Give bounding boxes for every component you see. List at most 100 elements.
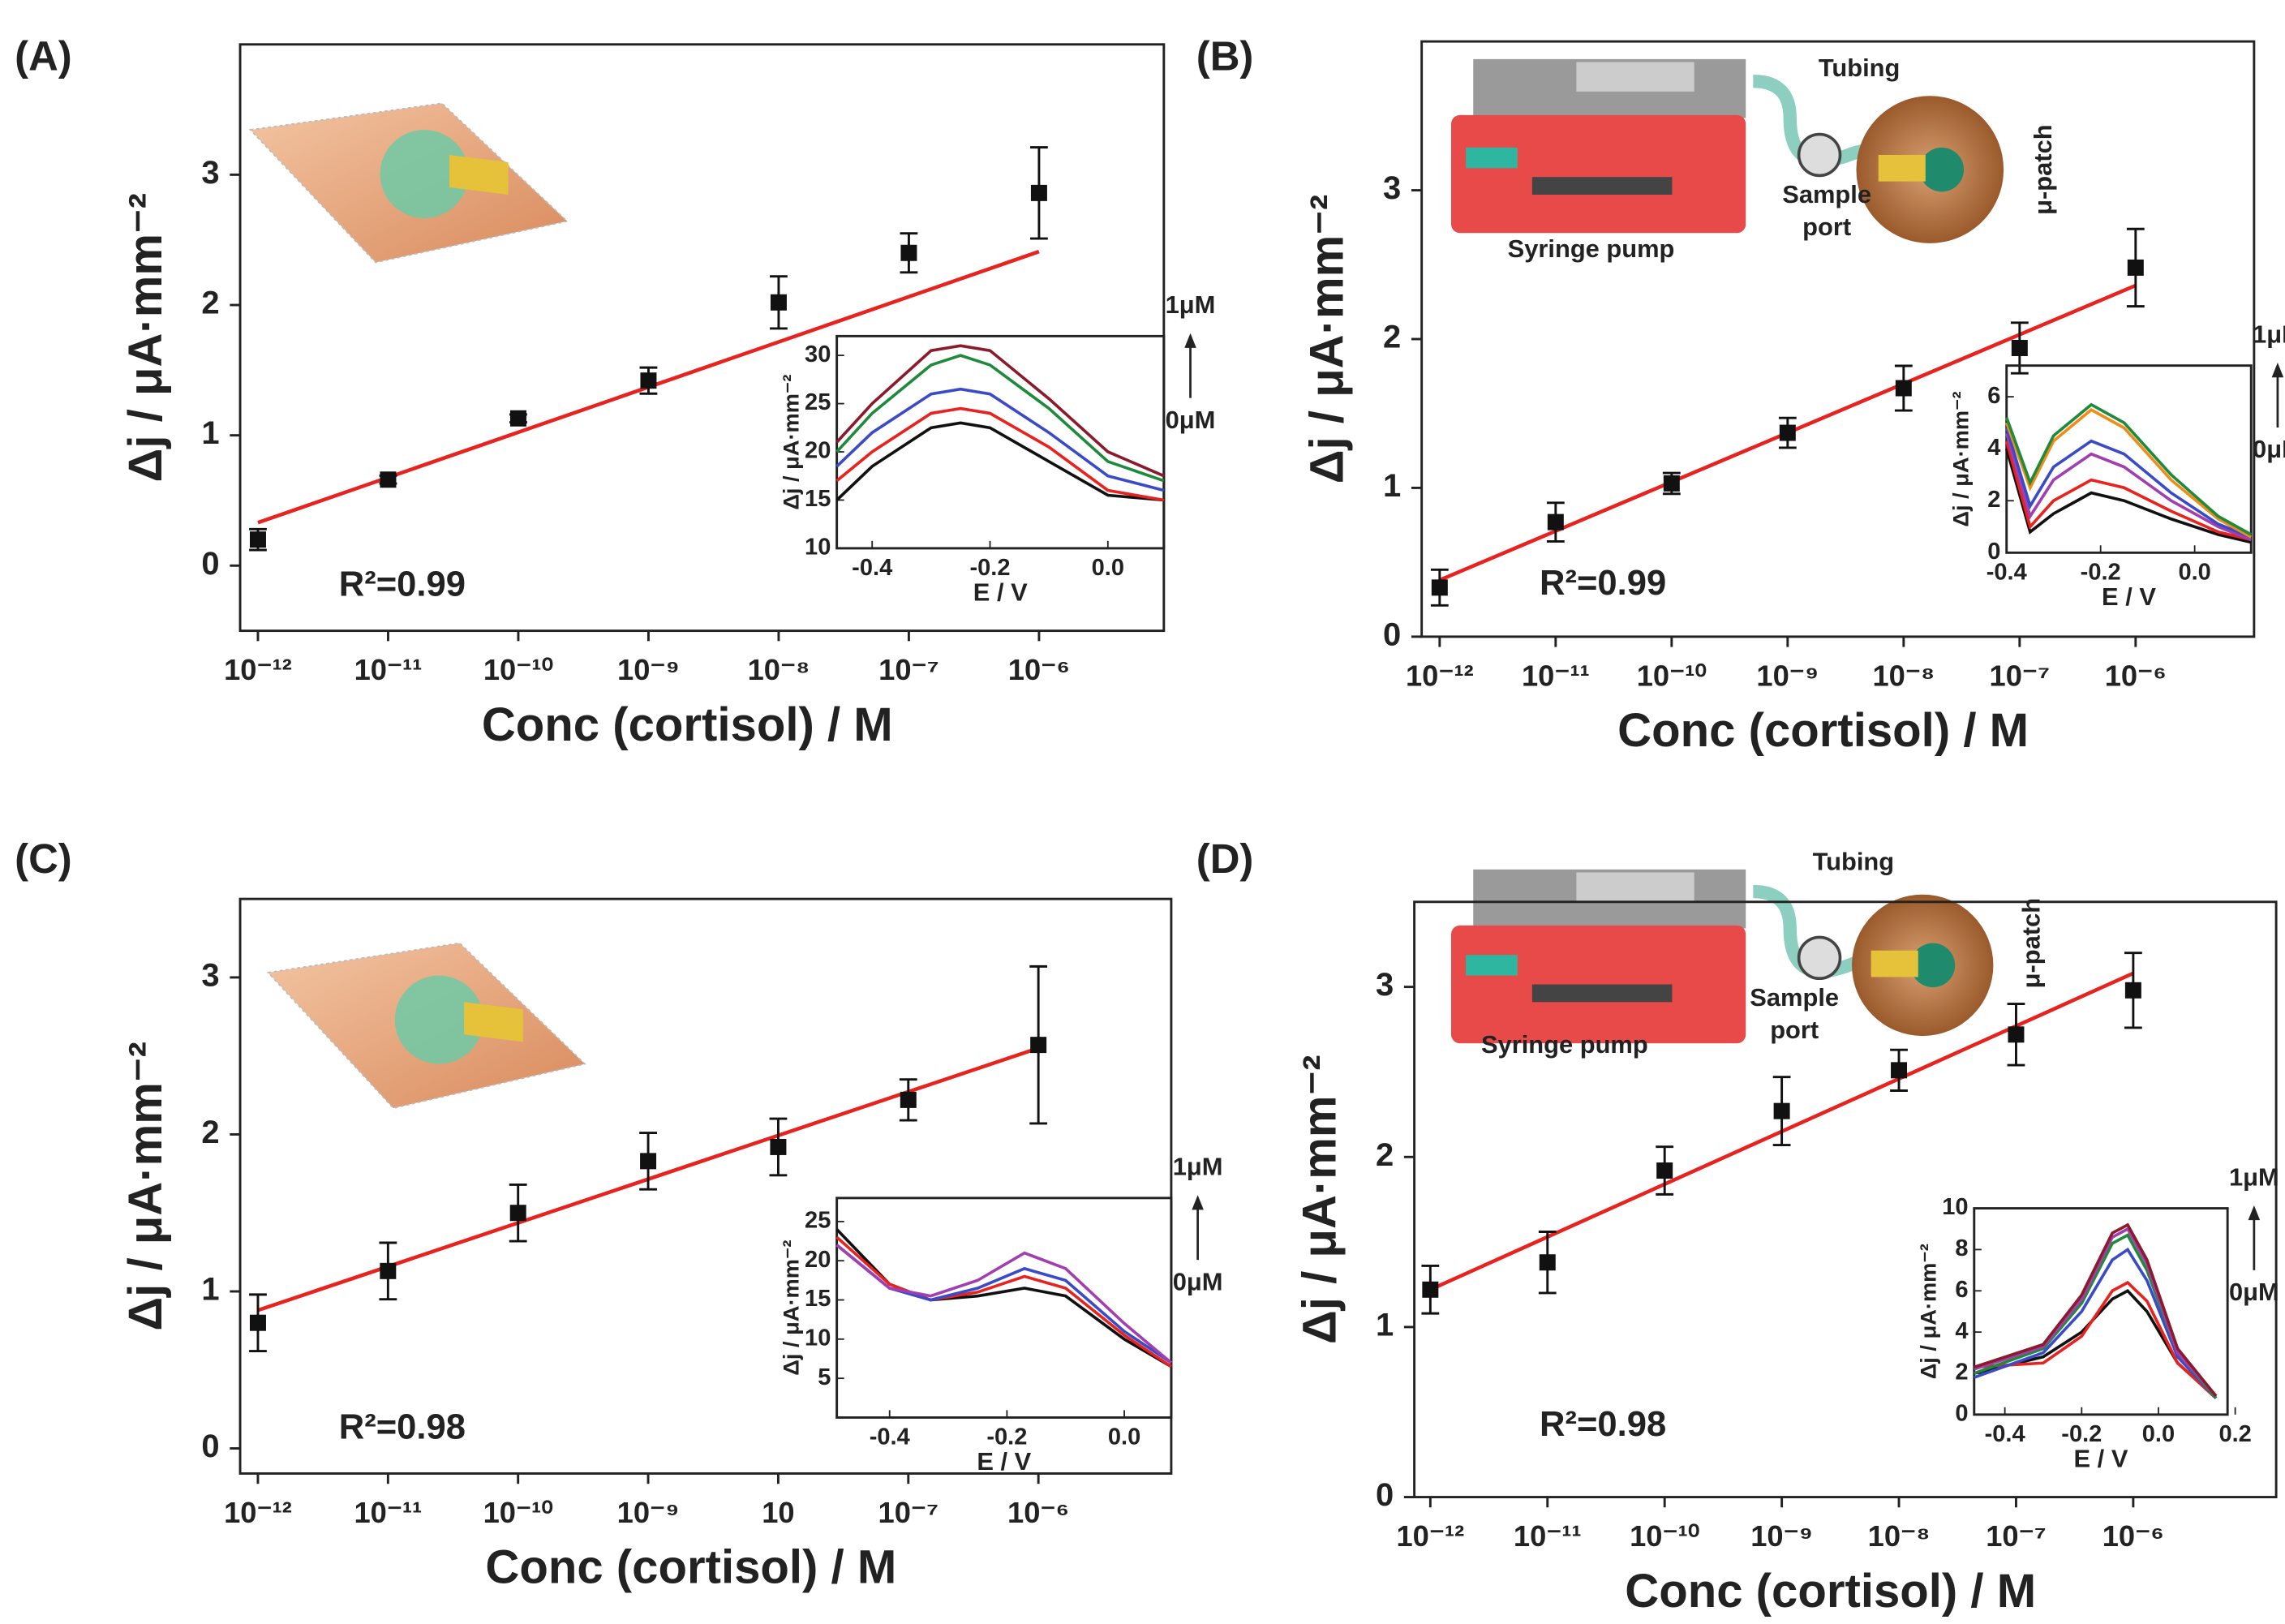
y-axis-label: Δj / μA·mm⁻² [119, 193, 172, 483]
inset-y-tick-label: 8 [1955, 1235, 1968, 1261]
x-tick-label: 10⁻⁶ [2105, 659, 2167, 692]
x-tick-label: 10⁻⁷ [1990, 659, 2051, 692]
x-tick-label: 10⁻⁹ [617, 1496, 680, 1529]
inset-y-tick-label: 15 [805, 486, 831, 512]
inset-curve [835, 406, 1165, 502]
data-point [640, 1153, 657, 1170]
data-point [1547, 513, 1564, 531]
inset-y-tick-label: 2 [1955, 1360, 1968, 1386]
inset-curve [1974, 1280, 2218, 1399]
inset-x-tick-label: 0.0 [1108, 1424, 1140, 1450]
x-tick-label: 10⁻¹¹ [354, 1496, 422, 1529]
y-axis-label: Δj / μA·mm⁻² [1293, 1055, 1346, 1344]
panel-label: (A) [15, 32, 72, 79]
data-point [900, 244, 917, 261]
inset-y-tick-label: 6 [1955, 1277, 1968, 1303]
y-axis-label: Δj / μA·mm⁻² [119, 1042, 172, 1331]
inset-curve [2005, 407, 2253, 539]
inset-x-tick-label: 0.0 [1092, 555, 1124, 581]
inset-y-label: Δj / μA·mm⁻² [1915, 1244, 1940, 1379]
data-point [2008, 1026, 2025, 1043]
data-point [1431, 579, 1448, 596]
inset-x-tick-label: -0.2 [2061, 1421, 2102, 1447]
illustration-label: μ-patch [2017, 898, 2046, 988]
r-squared: R²=0.99 [339, 565, 466, 604]
inset-x-tick-label: -0.4 [852, 555, 892, 581]
plot-frame [1413, 900, 2278, 1499]
inset-annotation: 0μM [1173, 1267, 1223, 1295]
x-tick-label: 10⁻¹² [224, 1496, 292, 1529]
inset-curve [1974, 1222, 2218, 1398]
data-point [1656, 1162, 1673, 1179]
panel-label: (B) [1196, 32, 1254, 79]
x-tick-label: 10⁻⁹ [1750, 1519, 1813, 1553]
x-tick-label: 10⁻¹¹ [1514, 1519, 1582, 1553]
x-tick-label: 10⁻⁶ [1008, 653, 1070, 686]
inset-x-tick-label: -0.2 [986, 1424, 1027, 1450]
x-tick-label: 10⁻¹⁰ [483, 653, 553, 686]
inset-y-tick-label: 25 [805, 389, 831, 415]
y-tick-label: 3 [201, 155, 219, 191]
data-point [770, 1138, 787, 1155]
x-tick-label: 10⁻¹⁰ [483, 1496, 553, 1529]
inset-annotation: 0μM [2229, 1278, 2279, 1306]
data-point [249, 531, 266, 548]
inset-frame [835, 1197, 1173, 1419]
illustration-label: Tubing [1819, 54, 1901, 82]
x-tick-label: 10⁻⁶ [2102, 1519, 2164, 1553]
inset-y-label: Δj / μA·mm⁻² [778, 1240, 803, 1376]
x-axis-label: Conc (cortisol) / M [482, 698, 893, 751]
inset-curve [2005, 402, 2253, 536]
x-tick-label: 10⁻⁸ [748, 653, 810, 686]
inset-curve [1974, 1289, 2218, 1399]
data-point [2127, 259, 2144, 276]
inset-y-tick-label: 20 [805, 1247, 831, 1273]
x-tick-label: 10⁻⁷ [878, 1496, 939, 1529]
x-tick-label: 10⁻⁶ [1007, 1496, 1069, 1529]
r-squared: R²=0.99 [1540, 564, 1666, 603]
inset-y-tick-label: 15 [805, 1286, 831, 1312]
inset-annotation: 1μM [1173, 1153, 1223, 1181]
inset-annotation: 0μM [2253, 435, 2285, 463]
inset-y-label: Δj / μA·mm⁻² [778, 375, 803, 510]
data-point [1779, 424, 1796, 441]
data-point [1422, 1281, 1439, 1298]
x-tick-label: 10⁻¹⁰ [1637, 659, 1707, 692]
inset-x-tick-label: -0.4 [870, 1424, 910, 1450]
inset-y-tick-label: 20 [805, 438, 831, 464]
inset-x-tick-label: 0.0 [2142, 1421, 2175, 1447]
y-tick-label: 2 [201, 286, 219, 321]
pump-illustration [1451, 58, 2004, 243]
inset-x-tick-label: -0.2 [2081, 559, 2121, 585]
inset-y-tick-label: 6 [1987, 383, 2000, 409]
x-tick-label: 10⁻⁸ [1868, 1519, 1931, 1553]
y-axis-label: Δj / μA·mm⁻² [1300, 195, 1353, 484]
data-point [1030, 1037, 1047, 1054]
illustration-label: Syringe pump [1481, 1030, 1648, 1059]
inset-frame [1973, 1207, 2229, 1416]
data-point [2124, 982, 2141, 999]
panel-label: (C) [15, 836, 72, 882]
data-point [509, 1205, 526, 1222]
inset-curve [835, 421, 1164, 502]
inset-y-tick-label: 25 [805, 1208, 831, 1234]
data-point [509, 410, 526, 427]
data-point [1891, 1062, 1908, 1079]
x-tick-label: 10⁻¹⁰ [1630, 1519, 1699, 1553]
y-tick-label: 3 [1383, 170, 1401, 206]
illustration-label: Sample [1782, 180, 1871, 208]
inset-curve [835, 1228, 1172, 1368]
inset-curve [2004, 427, 2252, 539]
inset-x-tick-label: -0.2 [969, 555, 1010, 581]
data-point [1663, 475, 1680, 492]
illustration-label: Syringe pump [1508, 234, 1675, 263]
x-tick-label: 10⁻⁹ [617, 653, 680, 686]
x-tick-label: 10⁻¹² [224, 653, 292, 686]
inset-curve [835, 1244, 1172, 1364]
inset-y-tick-label: 10 [805, 1325, 831, 1351]
inset-x-tick-label: 0.2 [2218, 1421, 2251, 1447]
inset-x-tick-label: -0.4 [1986, 559, 2027, 585]
inset-curve [835, 1244, 1173, 1364]
inset-curve [2004, 448, 2252, 544]
